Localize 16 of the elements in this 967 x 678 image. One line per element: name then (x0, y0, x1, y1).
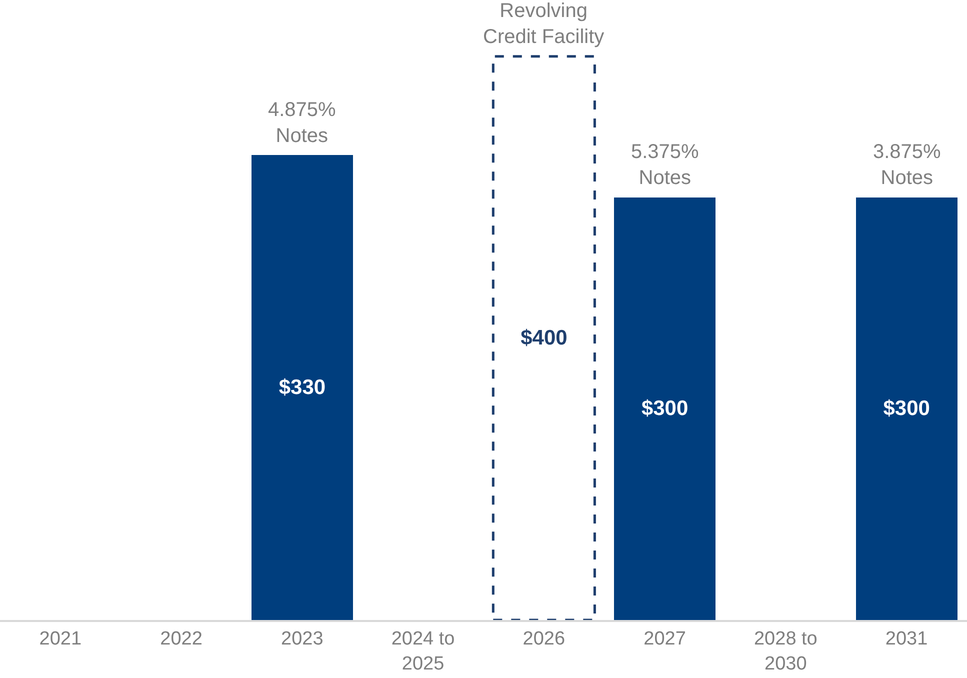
x-tick-label: 2027 (644, 628, 686, 650)
x-tick-label: 2021 (39, 628, 82, 650)
data-label: $300 (883, 397, 930, 420)
annotation: 3.875% Notes (873, 141, 942, 189)
annotation: 5.375% Notes (631, 141, 700, 189)
x-tick-label: 2022 (160, 628, 202, 650)
x-tick-label: 2031 (885, 628, 928, 650)
data-label: $330 (278, 376, 326, 399)
x-tick-label: 2023 (281, 628, 324, 650)
data-label: $400 (520, 326, 568, 350)
annotation: 4.875% Notes (268, 99, 336, 147)
annotation: Revolving Credit Facility (483, 0, 604, 48)
data-label: $300 (641, 397, 688, 420)
x-tick-label: 2028 to 2030 (754, 628, 818, 674)
x-tick-label: 2024 to 2025 (391, 628, 455, 674)
x-tick-label: 2026 (522, 628, 566, 650)
